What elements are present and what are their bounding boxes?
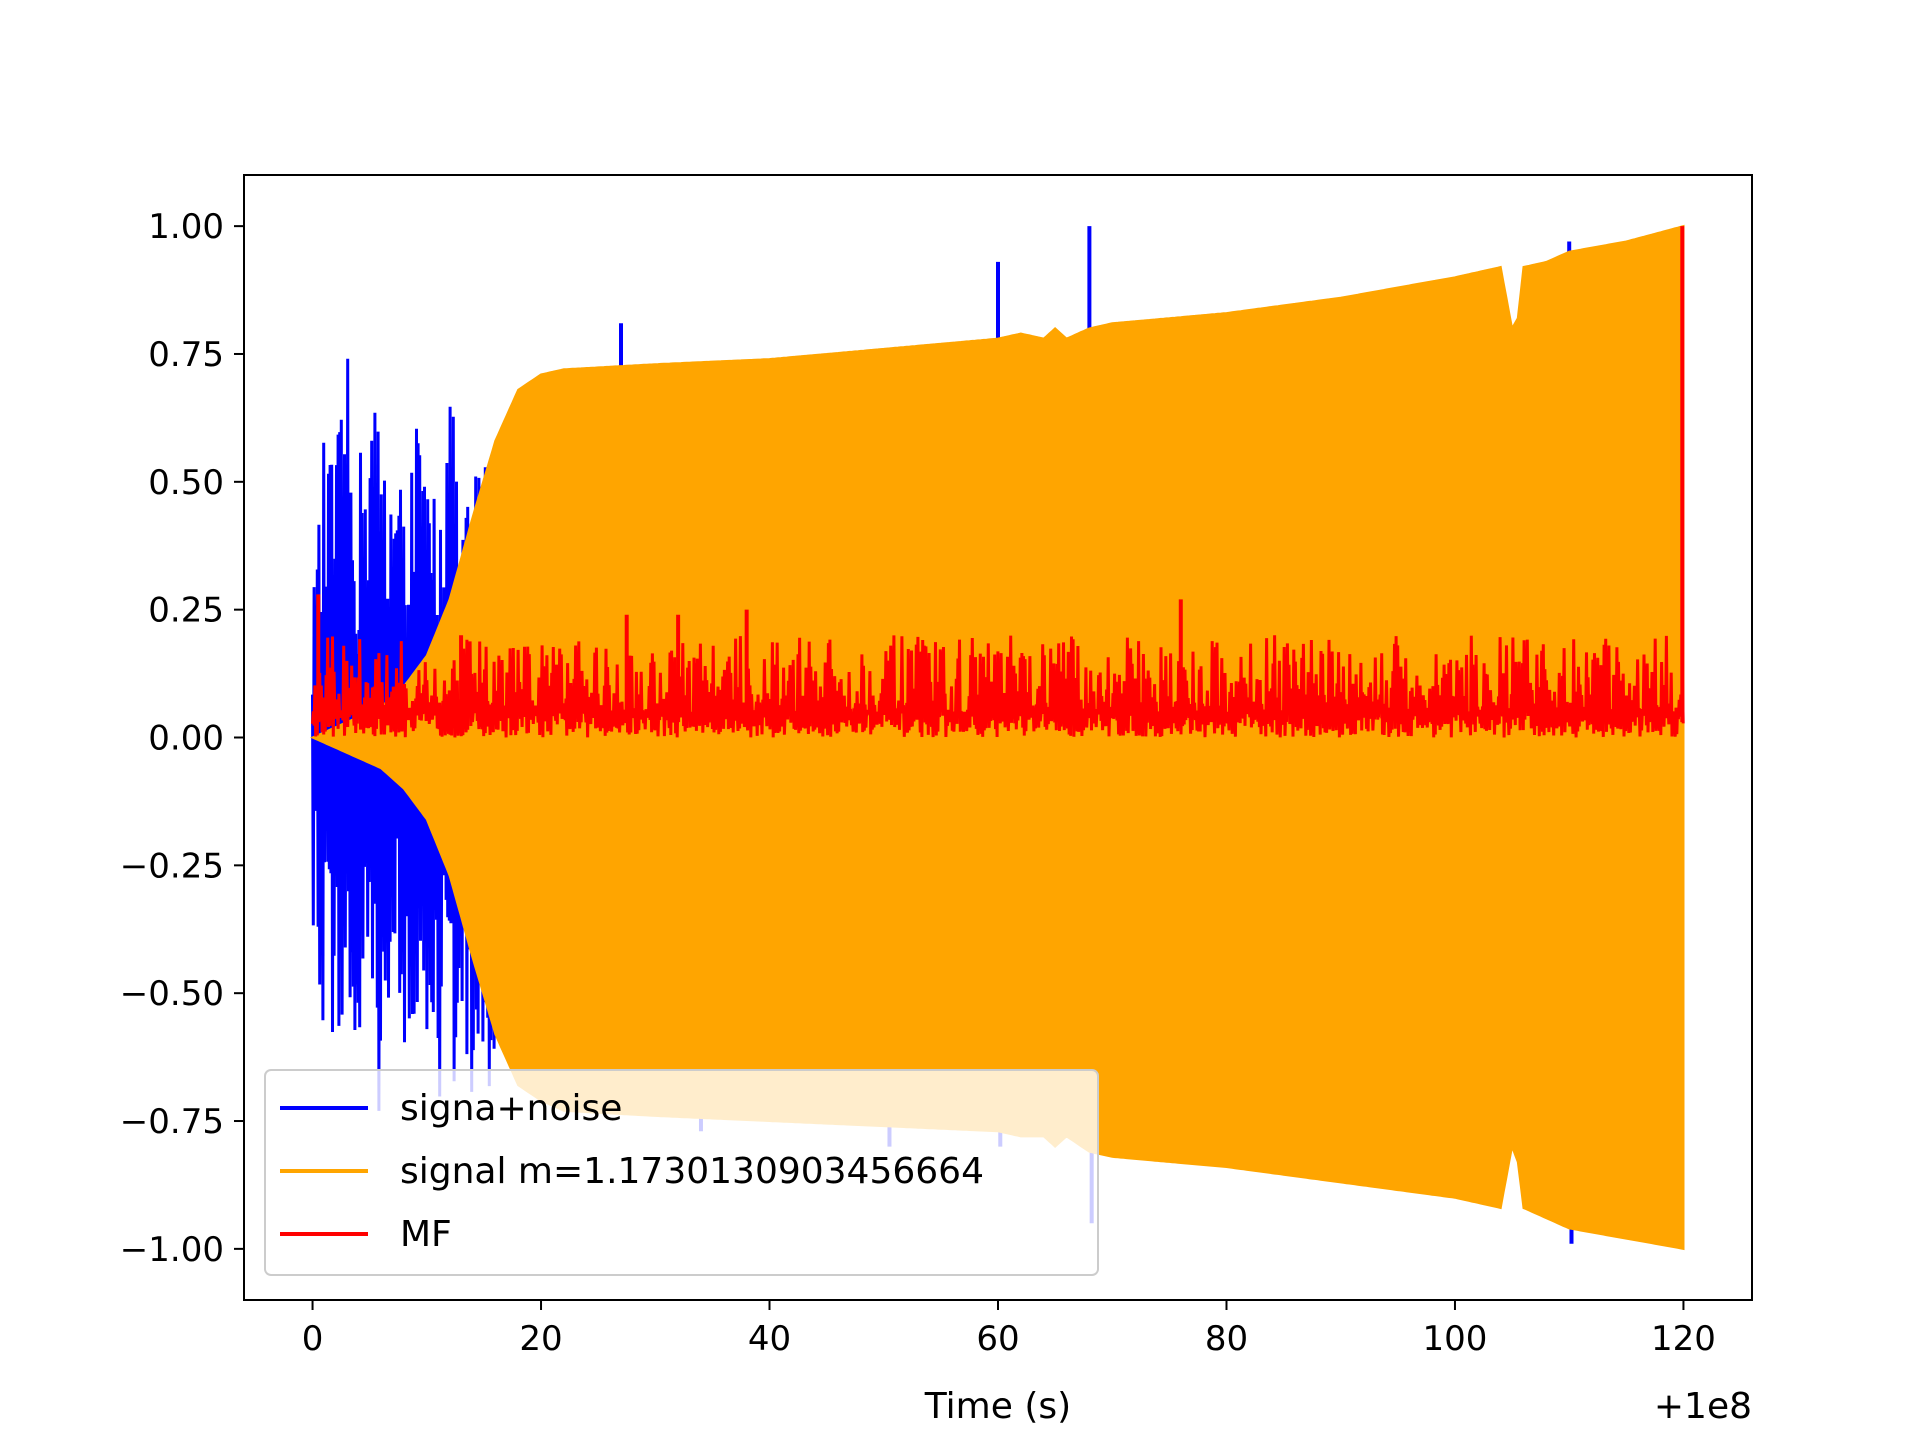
y-tick-label: 0.50: [148, 463, 224, 503]
x-tick-label: 40: [748, 1319, 791, 1359]
axes: 0 20 40 60 80 100 120 1.00 0.75 0.50 0.25 0.00 −0.25…: [120, 207, 1716, 1359]
x-tick-label: 120: [1651, 1319, 1716, 1359]
y-tick-label: −0.25: [120, 846, 224, 886]
x-tick-label: 20: [519, 1319, 562, 1359]
y-tick-label: 0.25: [148, 591, 224, 631]
x-axis-label: Time (s): [924, 1386, 1071, 1427]
y-tick-label: 0.75: [148, 335, 224, 375]
x-tick-label: 100: [1423, 1319, 1488, 1359]
y-tick-label: −0.75: [120, 1102, 224, 1142]
legend: signa+noise signal m=1.1730130903456664 MF: [264, 1069, 1099, 1276]
x-tick-label: 80: [1205, 1319, 1248, 1359]
plot-area: [310, 224, 1685, 1251]
y-tick-label: −1.00: [120, 1230, 224, 1270]
legend-label: signal m=1.1730130903456664: [400, 1151, 984, 1192]
series-mf-trace: [311, 635, 1685, 738]
legend-label: MF: [400, 1214, 452, 1255]
y-tick-label: 0.00: [148, 719, 224, 759]
x-tick-label: 0: [302, 1319, 324, 1359]
y-tick-label: 1.00: [148, 207, 224, 247]
x-tick-label: 60: [976, 1319, 1019, 1359]
y-tick-label: −0.50: [120, 974, 224, 1014]
legend-label: signa+noise: [400, 1088, 622, 1129]
x-offset-label: +1e8: [1654, 1386, 1752, 1427]
legend-box: [264, 1069, 1099, 1276]
